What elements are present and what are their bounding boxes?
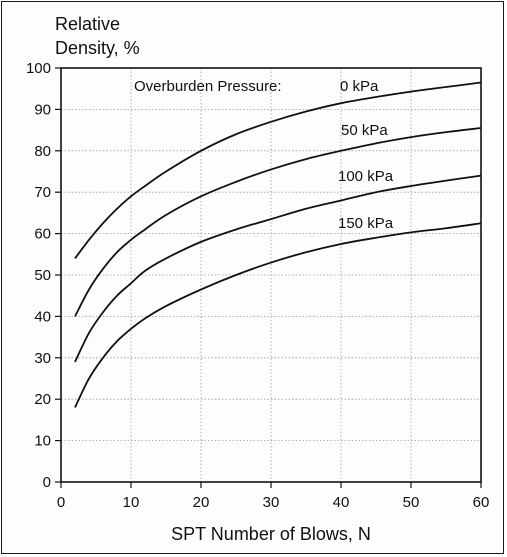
y-tick-label-20: 20 [34, 391, 51, 408]
y-tick-label-0: 0 [43, 474, 51, 491]
y-tick-label-10: 10 [34, 433, 51, 450]
chart-title-line-2: Density, % [55, 38, 140, 58]
y-tick-label-60: 60 [34, 226, 51, 243]
x-tick-label-10: 10 [123, 494, 140, 511]
x-tick-label-30: 30 [263, 494, 280, 511]
plot-area-border [60, 67, 482, 483]
series-curves [74, 81, 482, 408]
chart-title-line-1: Relative [55, 14, 120, 34]
y-tick-label-50: 50 [34, 267, 51, 284]
y-tick-label-30: 30 [34, 350, 51, 367]
x-tick-label-40: 40 [333, 494, 350, 511]
y-tick-label-100: 100 [26, 60, 51, 77]
series-line-100-kpa [74, 174, 482, 363]
x-axis-label: SPT Number of Blows, N [171, 524, 371, 544]
series-label-0-kpa: 0 kPa [340, 78, 379, 95]
series-line-150-kpa [74, 222, 482, 408]
series-line-0-kpa [74, 81, 482, 259]
y-tick-label-40: 40 [34, 308, 51, 325]
y-tick-label-80: 80 [34, 143, 51, 160]
series-label-50-kpa: 50 kPa [341, 122, 388, 139]
y-tick-label-90: 90 [34, 101, 51, 118]
grid-lines [55, 67, 482, 488]
overburden-pressure-label: Overburden Pressure: [134, 78, 282, 95]
x-tick-label-50: 50 [403, 494, 420, 511]
series-line-50-kpa [74, 127, 482, 317]
x-tick-label-20: 20 [193, 494, 210, 511]
y-tick-label-70: 70 [34, 184, 51, 201]
tick-labels: 0 10 20 30 40 50 60 70 80 90 100 0 10 20 30 40 50 60 [26, 60, 489, 511]
x-tick-label-0: 0 [57, 494, 65, 511]
series-label-150-kpa: 150 kPa [338, 215, 394, 232]
x-tick-label-60: 60 [473, 494, 490, 511]
series-label-100-kpa: 100 kPa [338, 168, 394, 185]
